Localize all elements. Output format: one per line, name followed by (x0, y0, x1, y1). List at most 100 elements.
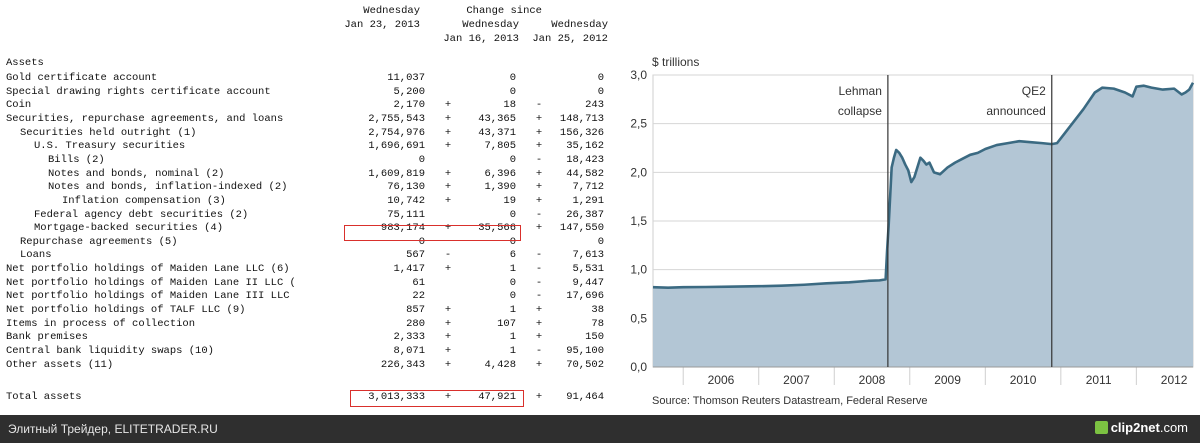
row-change1: 1 (509, 331, 516, 344)
row-sign-change1: + (444, 99, 452, 112)
row-sign-change1: + (444, 167, 452, 180)
event-label-line1: Lehman (839, 84, 882, 98)
row-label: Special drawing rights certificate accou… (6, 85, 271, 98)
row-sign-change1: + (444, 140, 452, 153)
row-sign-change1: + (444, 194, 452, 207)
row-label: Notes and bonds, inflation-indexed (2) (48, 181, 288, 194)
row-sign-change2: + (535, 140, 543, 153)
row-label: Gold certificate account (6, 72, 158, 84)
row-label: Securities, repurchase agreements, and l… (6, 112, 284, 125)
row-change2: 1,291 (572, 194, 604, 207)
row-sign-change2: + (535, 304, 543, 317)
x-tick-label: 2009 (934, 373, 961, 387)
row-sign-change1: + (444, 126, 452, 139)
row-label: U.S. Treasury securities (34, 140, 186, 153)
row-value: 1,696,691 (368, 140, 425, 153)
row-change2: 70,502 (566, 358, 604, 371)
row-sign-change2: + (535, 331, 543, 344)
row-change2: 0 (597, 85, 604, 98)
row-change2: 156,326 (559, 126, 604, 139)
row-label: Other assets (11) (6, 358, 114, 371)
row-change2: 35,162 (566, 140, 604, 153)
row-change1: 1 (509, 304, 516, 317)
table-row: Net portfolio holdings of Maiden Lane II… (0, 290, 612, 303)
row-value: 857 (406, 304, 425, 317)
table-row: Net portfolio holdings of TALF LLC (9) 85… (0, 304, 612, 317)
row-value: 22 (412, 290, 425, 303)
row-change2: 18,423 (566, 153, 604, 166)
row-change1: 0 (509, 85, 516, 98)
row-value: 226,343 (380, 358, 425, 371)
row-change2: 243 (585, 99, 604, 112)
total-value: 3,013,333 (368, 391, 425, 403)
row-change1: 18 (503, 99, 516, 112)
table-row: Repurchase agreements (5) 0 0 0 (0, 236, 612, 249)
row-value: 0 (418, 153, 425, 166)
total-sign-change2: + (535, 391, 543, 403)
row-value: 2,754,976 (368, 126, 425, 139)
row-change2: 9,447 (572, 276, 604, 289)
row-label: Bank premises (6, 331, 88, 344)
row-value: 567 (406, 249, 425, 262)
clip2net-logo-icon (1094, 421, 1108, 434)
x-tick-label: 2012 (1161, 373, 1188, 387)
row-sign-change1: + (444, 317, 452, 330)
col2-header-line1: Wednesday (462, 19, 519, 31)
chart-source: Source: Thomson Reuters Datastream, Fede… (652, 395, 928, 407)
row-value: 2,755,543 (368, 112, 425, 125)
x-tick-label: 2010 (1010, 373, 1037, 387)
row-value: 76,130 (387, 181, 425, 194)
row-sign-change2: - (535, 208, 543, 221)
row-label: Repurchase agreements (5) (20, 235, 178, 248)
row-change2: 0 (597, 235, 604, 248)
row-change2: 26,387 (566, 208, 604, 221)
row-label: Net portfolio holdings of Maiden Lane LL… (6, 263, 290, 276)
row-sign-change2: - (535, 249, 543, 262)
row-change1: 1 (509, 263, 516, 276)
row-change2: 78 (591, 317, 604, 330)
table-row: Securities held outright (1) 2,754,976 +43… (0, 127, 612, 140)
row-change1: 7,805 (484, 140, 516, 153)
event-label-line1: QE2 (1022, 84, 1046, 98)
table-row: Coin 2,170 +18 - 243 (0, 99, 612, 112)
total-label: Total assets (6, 391, 82, 403)
row-change1: 19 (503, 194, 516, 207)
table-row: Bank premises 2,333 +1 +150 (0, 331, 612, 344)
clip2net-brand[interactable]: clip2net.com (1094, 420, 1188, 435)
row-sign-change1: + (444, 358, 452, 371)
table-row: Inflation compensation (3) 10,742 +19 +1,29… (0, 195, 612, 208)
table-row: Loans 567 - 6 - 7,613 (0, 249, 612, 262)
row-change2: 5,531 (572, 263, 604, 276)
row-change1: 6 (509, 249, 516, 262)
row-change2: 7,613 (572, 249, 604, 262)
row-change2: 0 (597, 72, 604, 84)
table-row: Other assets (11) 226,343 +4,428 +70,502 (0, 359, 612, 372)
row-label: Loans (20, 249, 52, 262)
row-value: 2,333 (393, 331, 425, 344)
x-tick-label: 2011 (1086, 373, 1112, 387)
row-value: 11,037 (387, 72, 425, 84)
highlight-box-total (350, 390, 524, 407)
row-label: Items in process of collection (6, 317, 196, 330)
row-sign-change2: - (535, 153, 543, 166)
total-sign-change1: + (444, 391, 452, 403)
row-change1: 0 (509, 72, 516, 84)
x-tick-label: 2008 (859, 373, 886, 387)
table-row: Securities, repurchase agreements, and l… (0, 113, 612, 126)
row-value: 0 (418, 235, 425, 248)
row-value: 2,170 (393, 99, 425, 112)
series-line (652, 82, 1195, 289)
row-change2: 38 (591, 304, 604, 317)
row-change1: 0 (509, 290, 516, 303)
y-tick-label: 1,5 (630, 214, 647, 228)
row-change2: 95,100 (566, 345, 604, 357)
row-change1: 4,428 (484, 358, 516, 371)
series-area (653, 82, 1193, 367)
row-change1: 0 (509, 208, 516, 221)
row-change2: 148,713 (559, 112, 604, 125)
row-label: Federal agency debt securities (2) (34, 208, 249, 221)
row-sign-change2: - (535, 290, 543, 303)
row-value: 61 (412, 276, 425, 289)
row-change1: 107 (497, 317, 516, 330)
